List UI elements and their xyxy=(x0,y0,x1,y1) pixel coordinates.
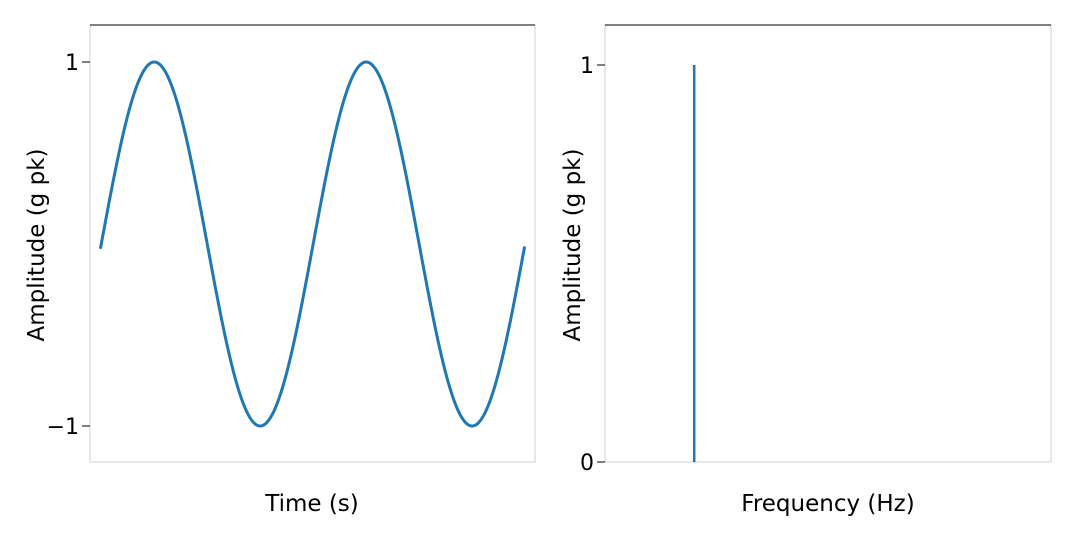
time-series-line xyxy=(99,60,526,428)
frequency-chart-y-ticks: 10 xyxy=(580,54,605,476)
frequency-chart-y-tick-label-0: 1 xyxy=(580,54,594,79)
time-chart-x-axis-label: Time (s) xyxy=(264,491,359,517)
time-chart-y-axis-label: Amplitude (g pk) xyxy=(24,149,50,342)
time-chart-y-ticks: 1 −1 xyxy=(47,51,90,440)
time-chart-y-tick-label-1: −1 xyxy=(47,415,79,440)
time-chart-y-tick-label-0: 1 xyxy=(65,51,79,76)
time-chart: 1 −1 Time (s) Amplitude (g pk) xyxy=(24,24,536,517)
frequency-chart-y-tick-label-1: 0 xyxy=(580,451,594,476)
frequency-chart-plot-area xyxy=(604,24,1052,463)
frequency-chart-x-axis-label: Frequency (Hz) xyxy=(741,491,914,517)
frequency-chart-y-axis-label: Amplitude (g pk) xyxy=(560,149,586,342)
frequency-chart: 10 Frequency (Hz) Amplitude (g pk) xyxy=(560,24,1052,517)
